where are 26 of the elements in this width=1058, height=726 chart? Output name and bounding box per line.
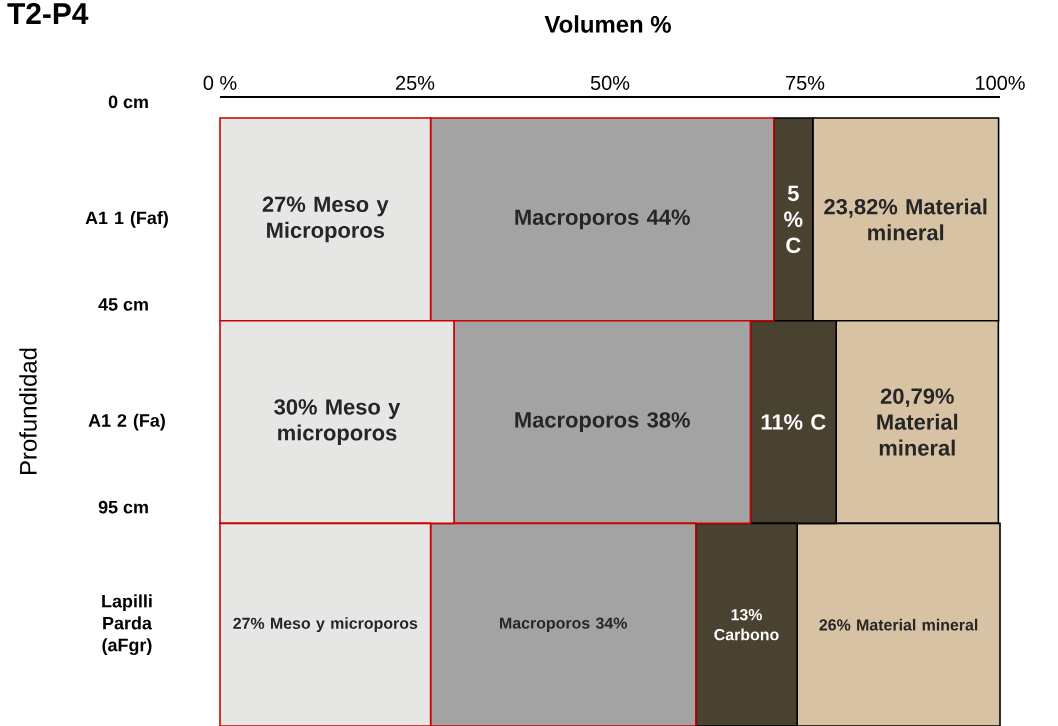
data-label: 30% Meso y microporos <box>274 399 401 445</box>
x-tick-label: 0 % <box>203 75 237 90</box>
data-label: 27% Meso y Microporos <box>262 196 389 243</box>
data-label: 23,82% Material mineral <box>824 198 987 241</box>
y-tick-label: Lapilli Parda (aFgr) <box>102 594 152 656</box>
data-label: Macroporos 34% <box>500 617 627 632</box>
data-label: 5 % C <box>784 185 803 253</box>
data-label: 13% Carbono <box>714 609 779 641</box>
x-tick-label: 100% <box>976 75 1025 90</box>
data-label: 20,79% Material mineral <box>877 388 958 456</box>
y-tick-label: A1 1 (Faf) <box>85 211 168 228</box>
x-tick-label: 75% <box>786 75 825 90</box>
data-label: 26% Material mineral <box>819 618 978 631</box>
y-axis-title: Profundidad <box>19 348 37 475</box>
data-label: 11% C <box>761 414 826 430</box>
data-label: Macroporos 44% <box>515 209 690 230</box>
x-tick-label: 50% <box>590 75 630 90</box>
y-tick-label: A1 2 (Fa) <box>88 413 165 431</box>
text: 95 cm <box>98 500 148 514</box>
data-label: Macroporos 38% <box>515 412 690 432</box>
data-label: 27% Meso y microporos <box>233 617 418 633</box>
text: 45 cm <box>98 298 148 311</box>
x-axis-title: Volumen % <box>544 15 671 33</box>
chart-title: T2-P4 <box>7 3 89 24</box>
text: 0 cm <box>108 95 148 109</box>
x-tick-label: 25% <box>396 75 435 90</box>
